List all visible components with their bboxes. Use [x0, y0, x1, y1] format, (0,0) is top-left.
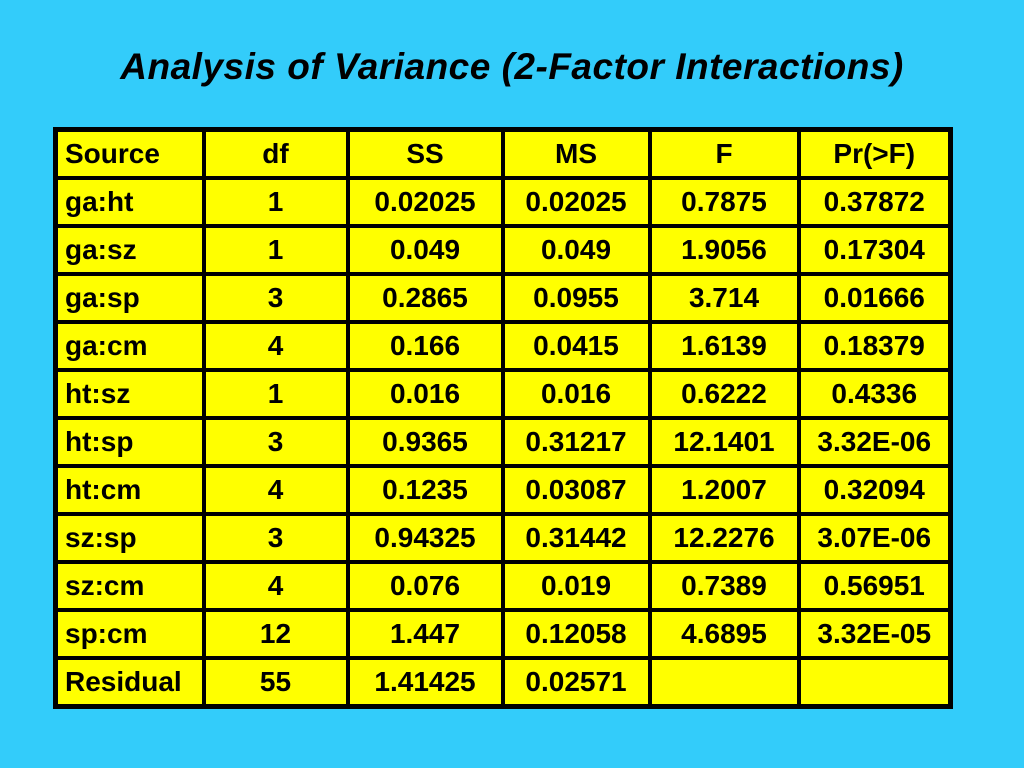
table-cell: 3.32E-06	[796, 416, 953, 468]
row-label: ht:sz	[53, 368, 206, 420]
table-cell: 0.94325	[345, 512, 505, 564]
slide-title: Analysis of Variance (2-Factor Interacti…	[120, 46, 904, 87]
table-row: ga:sp 3 0.2865 0.0955 3.714 0.01666	[53, 272, 953, 324]
table-cell: 1	[201, 224, 350, 276]
table-cell: 0.2865	[345, 272, 505, 324]
table-row: ht:sz 1 0.016 0.016 0.6222 0.4336	[53, 368, 953, 420]
table-cell: 0.166	[345, 320, 505, 372]
table-cell: 0.18379	[796, 320, 953, 372]
anova-table: Source df SS MS F Pr(>F) ga:ht 1 0.02025…	[53, 127, 953, 709]
row-label: Residual	[53, 656, 206, 709]
table-cell: 0.01666	[796, 272, 953, 324]
table-cell: 0.02025	[500, 176, 652, 228]
table-cell: 4	[201, 464, 350, 516]
table-cell: 55	[201, 656, 350, 709]
table-cell: 0.7875	[647, 176, 801, 228]
table-cell: 3	[201, 272, 350, 324]
table-cell: 0.31442	[500, 512, 652, 564]
table-cell: 1.6139	[647, 320, 801, 372]
table-cell: 0.31217	[500, 416, 652, 468]
table-cell: 0.0415	[500, 320, 652, 372]
table-cell: 0.56951	[796, 560, 953, 612]
table-cell: 0.4336	[796, 368, 953, 420]
table-cell: 1.447	[345, 608, 505, 660]
table-cell: 12.1401	[647, 416, 801, 468]
row-label: ga:sp	[53, 272, 206, 324]
table-cell	[647, 656, 801, 709]
column-header-ss: SS	[345, 127, 505, 180]
table-cell: 4.6895	[647, 608, 801, 660]
table-cell: 1.2007	[647, 464, 801, 516]
table-row: sp:cm 12 1.447 0.12058 4.6895 3.32E-05	[53, 608, 953, 660]
table-cell: 0.03087	[500, 464, 652, 516]
column-header-pr-f: Pr(>F)	[796, 127, 953, 180]
row-label: ga:cm	[53, 320, 206, 372]
table-row: sz:sp 3 0.94325 0.31442 12.2276 3.07E-06	[53, 512, 953, 564]
table-cell: 0.049	[500, 224, 652, 276]
table-cell: 0.016	[345, 368, 505, 420]
table-row: Residual 55 1.41425 0.02571	[53, 656, 953, 709]
table-cell: 4	[201, 560, 350, 612]
table-row: ga:sz 1 0.049 0.049 1.9056 0.17304	[53, 224, 953, 276]
table-row: ht:sp 3 0.9365 0.31217 12.1401 3.32E-06	[53, 416, 953, 468]
column-header-ms: MS	[500, 127, 652, 180]
table-cell: 12	[201, 608, 350, 660]
table-row: sz:cm 4 0.076 0.019 0.7389 0.56951	[53, 560, 953, 612]
table-cell: 0.016	[500, 368, 652, 420]
row-label: ht:cm	[53, 464, 206, 516]
table-cell	[796, 656, 953, 709]
row-label: ht:sp	[53, 416, 206, 468]
row-label: ga:sz	[53, 224, 206, 276]
column-header-f: F	[647, 127, 801, 180]
table-cell: 0.049	[345, 224, 505, 276]
table-cell: 0.6222	[647, 368, 801, 420]
table-cell: 1.41425	[345, 656, 505, 709]
table-cell: 0.9365	[345, 416, 505, 468]
table-cell: 0.02025	[345, 176, 505, 228]
table-cell: 0.1235	[345, 464, 505, 516]
table-cell: 0.076	[345, 560, 505, 612]
table-cell: 0.37872	[796, 176, 953, 228]
column-header-df: df	[201, 127, 350, 180]
table-cell: 12.2276	[647, 512, 801, 564]
table-cell: 3	[201, 512, 350, 564]
table-cell: 3.32E-05	[796, 608, 953, 660]
table-cell: 3	[201, 416, 350, 468]
table-cell: 0.02571	[500, 656, 652, 709]
row-label: ga:ht	[53, 176, 206, 228]
header-row: Source df SS MS F Pr(>F)	[53, 127, 953, 180]
table-cell: 0.0955	[500, 272, 652, 324]
table-cell: 0.12058	[500, 608, 652, 660]
table-cell: 0.7389	[647, 560, 801, 612]
table-cell: 4	[201, 320, 350, 372]
table-cell: 1	[201, 176, 350, 228]
row-label: sp:cm	[53, 608, 206, 660]
table-row: ht:cm 4 0.1235 0.03087 1.2007 0.32094	[53, 464, 953, 516]
column-header-source: Source	[53, 127, 206, 180]
table-cell: 3.07E-06	[796, 512, 953, 564]
table-cell: 0.019	[500, 560, 652, 612]
table-cell: 3.714	[647, 272, 801, 324]
table-cell: 1	[201, 368, 350, 420]
table-cell: 0.17304	[796, 224, 953, 276]
table-cell: 0.32094	[796, 464, 953, 516]
table-cell: 1.9056	[647, 224, 801, 276]
row-label: sz:sp	[53, 512, 206, 564]
table-row: ga:cm 4 0.166 0.0415 1.6139 0.18379	[53, 320, 953, 372]
row-label: sz:cm	[53, 560, 206, 612]
table-row: ga:ht 1 0.02025 0.02025 0.7875 0.37872	[53, 176, 953, 228]
